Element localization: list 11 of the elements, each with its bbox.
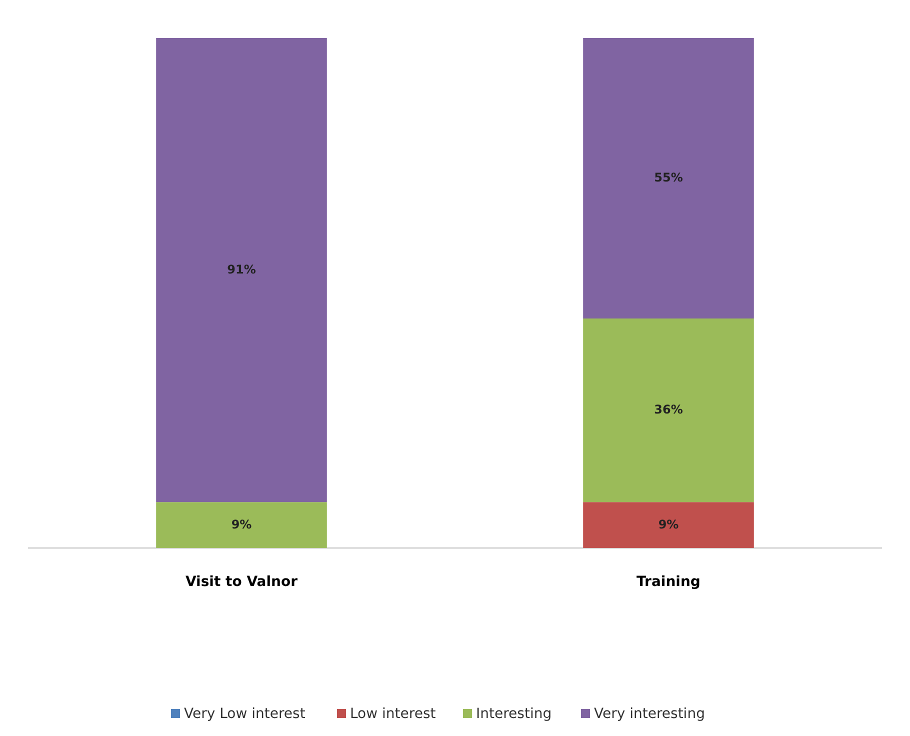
legend-label: Very Low interest <box>184 706 306 722</box>
legend-label: Very interesting <box>594 706 705 722</box>
legend-label: Interesting <box>476 706 552 722</box>
data-label: 36% <box>654 402 683 417</box>
data-label: 91% <box>227 262 256 276</box>
legend-label: Low interest <box>350 706 436 722</box>
x-tick-label: Visit to Valnor <box>185 574 298 590</box>
x-tick-label: Training <box>636 574 700 590</box>
data-label: 55% <box>654 170 683 185</box>
data-label: 9% <box>231 517 252 532</box>
data-label: 9% <box>658 517 679 532</box>
